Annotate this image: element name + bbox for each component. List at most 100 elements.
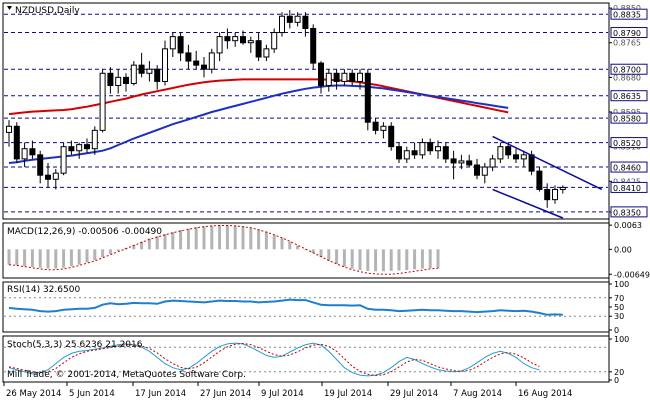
level-labels: 0.8835 0.8790 0.8700 0.8635 0.8580 0.8520 0.84…: [610, 8, 648, 218]
stoch-signal-line: [8, 342, 540, 377]
level-label: 0.8835: [613, 11, 641, 20]
candles: [6, 10, 566, 208]
macd-bar: [93, 249, 97, 261]
candle: [138, 52, 145, 78]
date-label: 27 Jun 2014: [200, 389, 251, 399]
candle: [247, 36, 254, 53]
macd-bar: [233, 225, 237, 250]
channel-upper-line: [492, 135, 603, 191]
macd-bar: [179, 230, 183, 250]
candle: [341, 69, 348, 86]
macd-bar: [15, 249, 19, 266]
macd-bar: [38, 249, 42, 268]
candle: [232, 32, 239, 47]
candle: [513, 148, 519, 163]
candle: [68, 140, 75, 155]
candle: [216, 32, 223, 62]
candle: [45, 162, 51, 188]
candle: [559, 185, 566, 194]
candle: [255, 32, 262, 62]
candle: [146, 61, 153, 82]
macd-bar: [163, 233, 167, 250]
candle: [481, 162, 488, 184]
candle: [450, 150, 457, 180]
level-label: 0.8350: [613, 208, 641, 217]
macd-bar: [23, 249, 27, 267]
macd-bar: [335, 249, 339, 264]
macd-bar: [218, 225, 222, 250]
date-label: 7 Aug 2014: [453, 389, 502, 399]
macd-bar: [225, 225, 229, 250]
macd-bar: [358, 249, 362, 271]
candle: [193, 50, 200, 70]
level-label: 0.8520: [613, 139, 641, 148]
level-tag: [610, 27, 648, 39]
level-tag: [610, 137, 648, 149]
level-tag: [610, 8, 648, 20]
date-axis: 26 May 2014 5 Jun 2014 17 Jun 2014 27 Jun 2…: [3, 382, 572, 399]
macd-bar: [194, 227, 198, 250]
macd-bar: [85, 249, 89, 263]
macd-bar: [101, 249, 105, 258]
candle: [13, 122, 20, 163]
price-tick-label: 0.8765: [613, 39, 641, 48]
candle: [286, 10, 293, 29]
macd-signal-line: [8, 225, 439, 275]
macd-bar: [366, 249, 370, 271]
symbol-label: NZDUSD,Daily: [15, 6, 80, 16]
candle: [536, 167, 543, 192]
dropdown-triangle-icon: [7, 6, 12, 10]
candle: [6, 120, 12, 147]
macd-bar: [311, 249, 315, 254]
level-label: 0.8790: [613, 29, 641, 38]
macd-bar: [69, 249, 73, 267]
macd-bar: [342, 249, 346, 267]
macd-bar: [303, 249, 307, 250]
candle: [107, 67, 114, 94]
macd-bar: [108, 249, 112, 254]
macd-bar: [7, 249, 11, 265]
candle: [427, 138, 434, 155]
symbol-title: NZDUSD,Daily: [7, 6, 80, 16]
candle: [302, 12, 309, 37]
candle: [224, 28, 231, 49]
price-levels: [4, 13, 608, 213]
rsi-tick-label: 30: [614, 312, 624, 321]
candle: [52, 169, 59, 190]
macd-tick-label: 0.00: [614, 245, 632, 254]
candle: [333, 69, 340, 90]
macd-bar: [420, 249, 424, 269]
macd-bar: [319, 249, 323, 258]
macd-bar: [436, 249, 440, 269]
candle: [396, 142, 402, 163]
rsi-tick-label: 100: [614, 280, 629, 289]
candle: [442, 142, 449, 163]
candle: [185, 44, 192, 70]
candle: [380, 122, 387, 139]
level-tag: [610, 112, 648, 124]
level-tag: [610, 181, 648, 193]
macd-bar: [77, 249, 81, 265]
level-tag: [610, 206, 648, 218]
macd-bar: [116, 249, 120, 251]
level-label: 0.8700: [613, 66, 641, 75]
macd-bar: [46, 249, 50, 269]
channel-lower-line: [492, 188, 564, 219]
level-label: 0.8580: [613, 115, 641, 124]
macd-bar: [30, 249, 34, 268]
candle: [411, 142, 418, 159]
level-tag: [610, 63, 648, 75]
price-tick-label: 0.8680: [613, 73, 641, 82]
candle: [372, 118, 379, 135]
candle: [544, 183, 551, 208]
candle: [29, 140, 36, 159]
macd-bar: [140, 241, 144, 250]
macd-bar: [210, 225, 214, 250]
candle: [123, 73, 129, 92]
macd-bar: [62, 249, 66, 268]
macd-bar: [381, 249, 385, 272]
macd-bar: [186, 228, 190, 250]
candle: [403, 146, 410, 163]
macd-bar: [296, 245, 300, 250]
